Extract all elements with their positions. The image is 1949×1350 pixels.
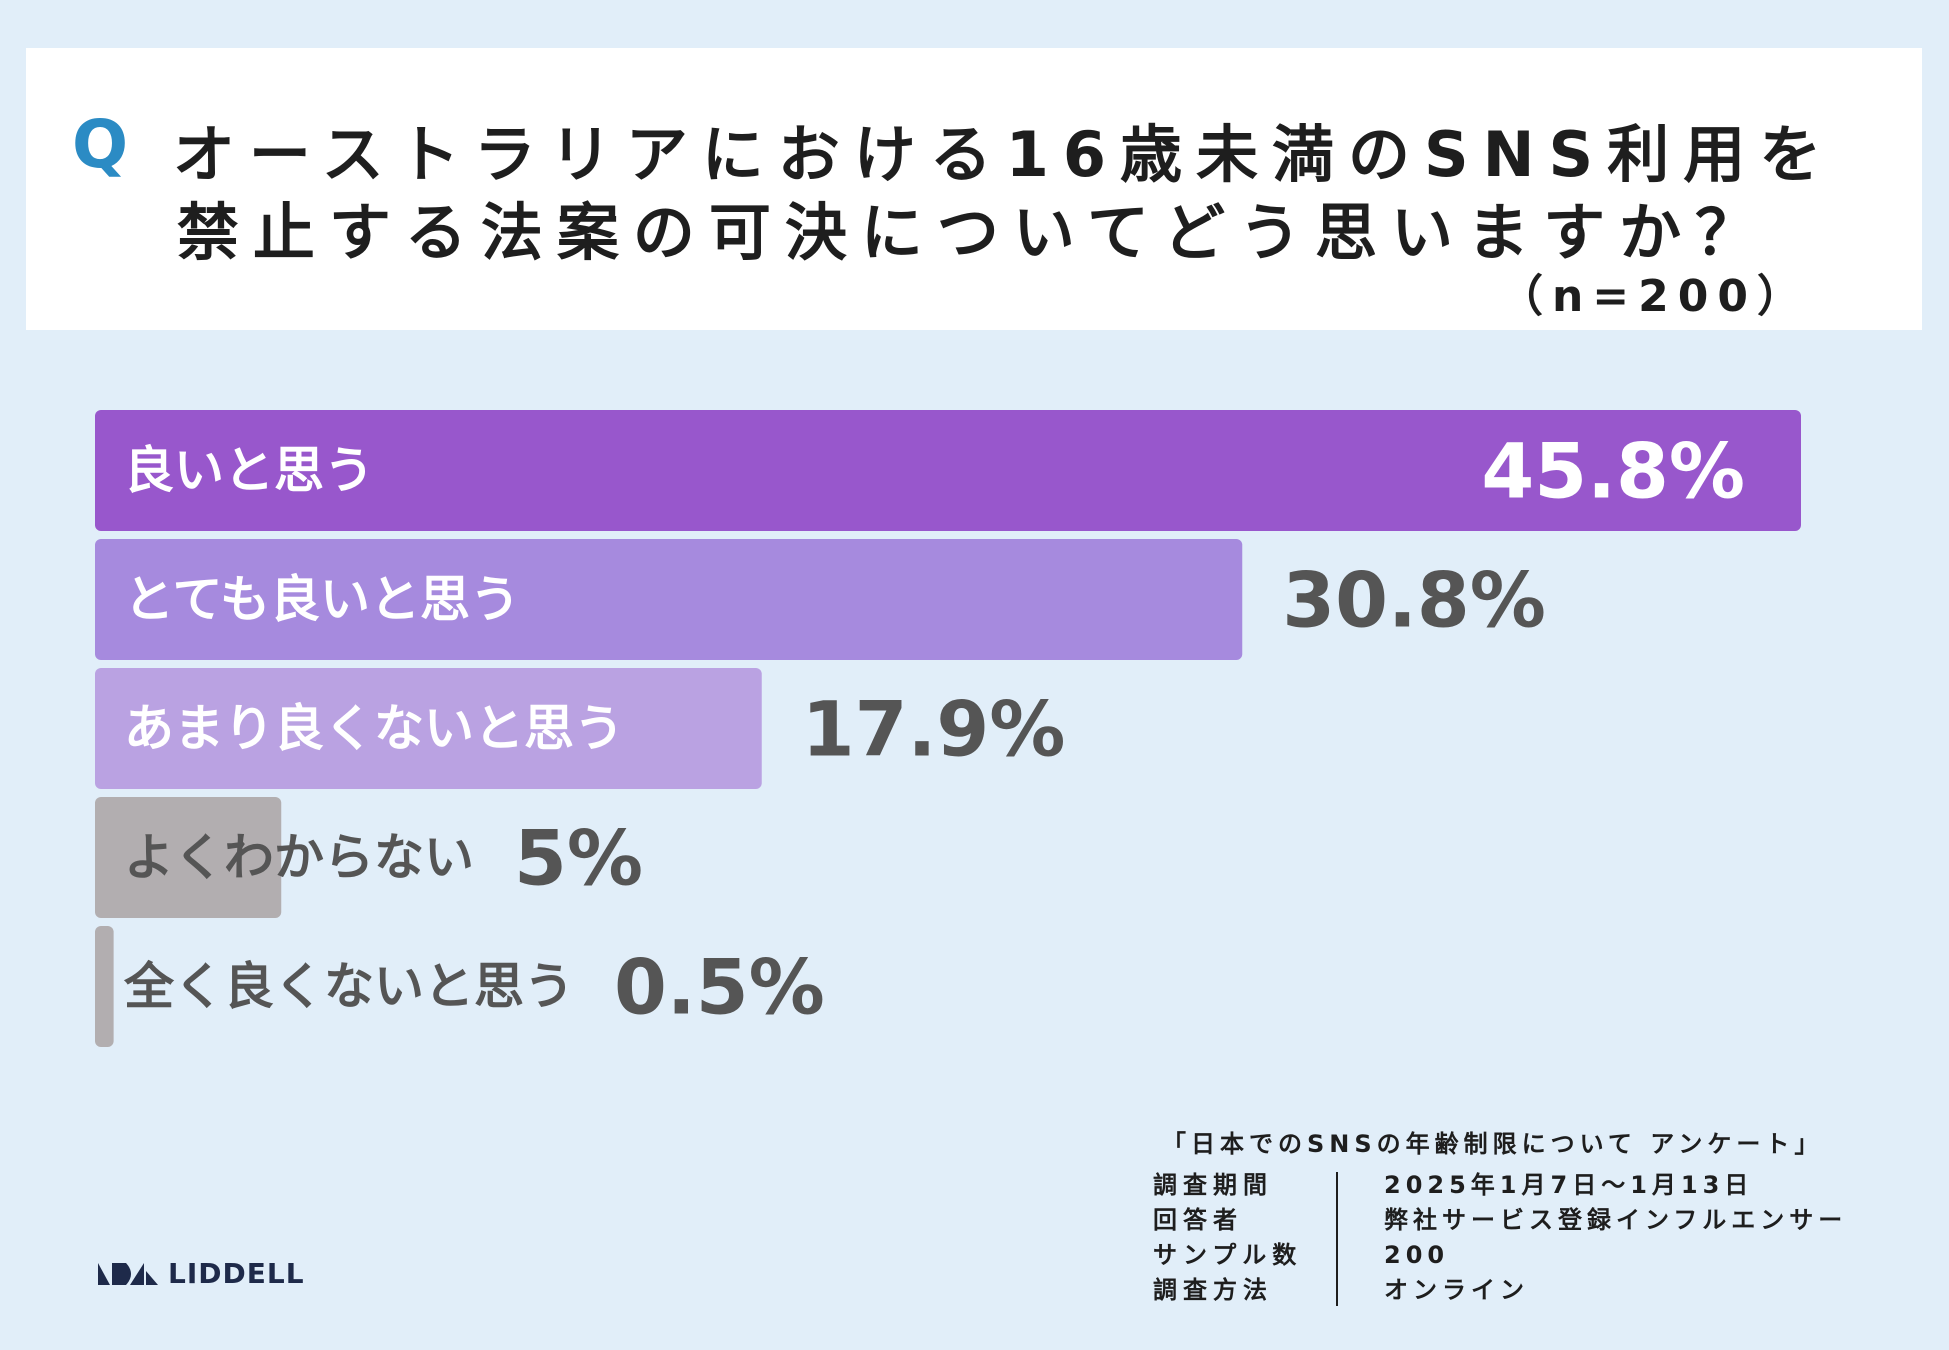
- category-label-4: 全く良くないと思う: [123, 958, 574, 1016]
- liddell-logo: LIDDELL: [96, 1256, 305, 1290]
- value-label-0: 45.8%: [1481, 427, 1745, 516]
- bar-4: [95, 926, 114, 1047]
- sample-size: （n=200）: [1498, 271, 1810, 322]
- bar-0: [95, 410, 1801, 531]
- survey-title: 「日本でのSNSの年齢制限について アンケート」: [1162, 1130, 1824, 1158]
- survey-key-respondents: 回答者: [1153, 1206, 1243, 1234]
- question-line-1: オーストラリアにおける16歳未満のSNS利用を: [172, 118, 1836, 191]
- survey-key-sample: サンプル数: [1153, 1241, 1303, 1269]
- value-label-4: 0.5%: [614, 943, 825, 1032]
- value-label-3: 5%: [514, 814, 643, 903]
- question-mark: Q: [72, 106, 129, 183]
- survey-value-period: 2025年1月7日～1月13日: [1384, 1171, 1754, 1199]
- category-label-2: あまり良くないと思う: [124, 700, 624, 758]
- survey-value-method: オンライン: [1384, 1276, 1529, 1304]
- survey-key-period: 調査期間: [1153, 1171, 1273, 1199]
- survey-info-values: 2025年1月7日～1月13日 弊社サービス登録インフルエンサー 200 オンラ…: [1384, 1168, 1847, 1308]
- bar-3: [95, 797, 282, 918]
- survey-value-sample: 200: [1384, 1241, 1450, 1269]
- question-line-2: 禁止する法案の可決についてどう思いますか？: [176, 196, 1772, 269]
- value-label-2: 17.9%: [802, 685, 1066, 774]
- survey-info-keys: 調査期間 回答者 サンプル数 調査方法: [1153, 1168, 1302, 1308]
- survey-value-respondents: 弊社サービス登録インフルエンサー: [1384, 1206, 1848, 1234]
- value-label-1: 30.8%: [1282, 556, 1546, 645]
- liddell-logo-icon: [98, 1263, 158, 1285]
- footer-divider: [1336, 1172, 1338, 1306]
- category-label-3: よくわからない: [124, 829, 474, 887]
- bar-2: [95, 668, 762, 789]
- question-box: Q オーストラリアにおける16歳未満のSNS利用を 禁止する法案の可決についてど…: [26, 48, 1922, 330]
- logo-text: LIDDELL: [168, 1256, 305, 1290]
- bar-1: [95, 539, 1243, 660]
- bar-chart: 良いと思う 45.8% とても良いと思う 30.8% あまり良くないと思う 17.9% よく…: [95, 410, 1801, 1047]
- category-label-1: とても良いと思う: [124, 571, 520, 629]
- survey-key-method: 調査方法: [1153, 1276, 1273, 1304]
- category-label-0: 良いと思う: [124, 442, 374, 500]
